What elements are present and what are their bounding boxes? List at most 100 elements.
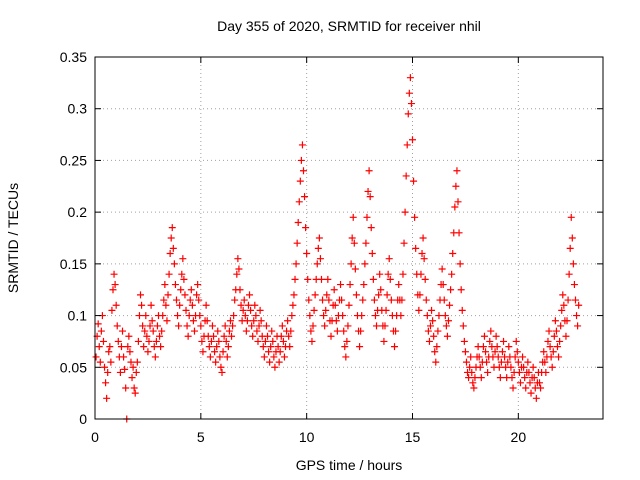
data-point: [197, 322, 205, 330]
data-point: [213, 343, 221, 351]
data-point: [185, 312, 193, 320]
data-point: [225, 327, 233, 335]
data-point: [131, 389, 139, 397]
data-point: [383, 291, 391, 299]
data-point: [380, 337, 388, 345]
y-tick-label: 0: [79, 411, 87, 427]
x-axis-label: GPS time / hours: [296, 457, 403, 473]
data-point: [401, 208, 409, 216]
data-point: [422, 296, 430, 304]
data-point: [135, 312, 143, 320]
data-point: [429, 317, 437, 325]
data-point: [262, 322, 270, 330]
data-point: [119, 327, 127, 335]
data-point: [249, 332, 257, 340]
data-point: [149, 327, 157, 335]
data-point: [244, 301, 252, 309]
data-point: [142, 312, 150, 320]
data-point: [529, 363, 537, 371]
data-point: [150, 343, 158, 351]
data-point: [483, 358, 491, 366]
data-point: [144, 348, 152, 356]
data-point: [176, 301, 184, 309]
data-point: [257, 317, 265, 325]
data-point: [567, 213, 575, 221]
data-point: [162, 301, 170, 309]
data-point: [495, 363, 503, 371]
data-point: [196, 312, 204, 320]
data-point: [319, 296, 327, 304]
data-point: [172, 296, 180, 304]
data-point: [410, 177, 418, 185]
data-point: [138, 301, 146, 309]
data-point: [412, 244, 420, 252]
data-point: [211, 348, 219, 356]
data-point: [167, 234, 175, 242]
data-point: [509, 384, 517, 392]
data-point: [99, 337, 107, 345]
data-point: [574, 322, 582, 330]
x-tick-label: 20: [511, 429, 527, 445]
data-point: [284, 317, 292, 325]
data-point: [470, 384, 478, 392]
data-point: [255, 322, 263, 330]
data-point: [360, 281, 368, 289]
data-point: [261, 337, 269, 345]
data-point: [438, 265, 446, 273]
data-point: [458, 306, 466, 314]
data-point: [475, 353, 483, 361]
data-point: [524, 358, 532, 366]
data-point: [545, 327, 553, 335]
data-point: [299, 167, 307, 175]
data-point: [116, 368, 124, 376]
y-tick-label: 0.2: [68, 204, 88, 220]
data-point: [94, 320, 102, 328]
data-point: [449, 250, 457, 258]
data-point: [409, 136, 416, 144]
data-point: [364, 187, 372, 195]
data-point: [337, 281, 345, 289]
data-point: [302, 224, 310, 232]
data-point: [219, 348, 227, 356]
data-point: [566, 244, 574, 252]
data-point: [544, 337, 552, 345]
data-point: [288, 312, 296, 320]
data-point: [301, 193, 309, 201]
data-point: [218, 368, 226, 376]
data-point: [366, 193, 374, 201]
data-point: [559, 291, 567, 299]
data-point: [486, 337, 494, 345]
data-point: [229, 322, 237, 330]
data-point: [108, 306, 116, 314]
data-point: [398, 296, 406, 304]
data-point: [276, 348, 284, 356]
y-tick-label: 0.3: [68, 101, 88, 117]
data-point: [370, 296, 378, 304]
data-point: [308, 337, 316, 345]
data-point: [210, 332, 218, 340]
data-point: [441, 312, 449, 320]
data-point: [550, 332, 558, 340]
data-point: [105, 348, 113, 356]
data-point: [420, 255, 428, 263]
data-point: [242, 327, 250, 335]
data-point: [214, 327, 222, 335]
data-point: [324, 275, 332, 283]
data-point: [241, 312, 249, 320]
data-point: [226, 317, 234, 325]
data-point: [415, 306, 423, 314]
data-point: [570, 281, 578, 289]
data-point: [525, 368, 533, 376]
y-axis-label: SRMTID / TECUs: [5, 183, 21, 293]
data-point: [358, 312, 366, 320]
data-point: [527, 389, 535, 397]
data-point: [143, 332, 151, 340]
data-point: [168, 224, 176, 232]
data-point: [251, 301, 259, 309]
data-point: [362, 239, 370, 247]
data-point: [442, 322, 450, 330]
data-point: [268, 327, 276, 335]
data-point: [469, 379, 477, 387]
data-point: [468, 368, 476, 376]
